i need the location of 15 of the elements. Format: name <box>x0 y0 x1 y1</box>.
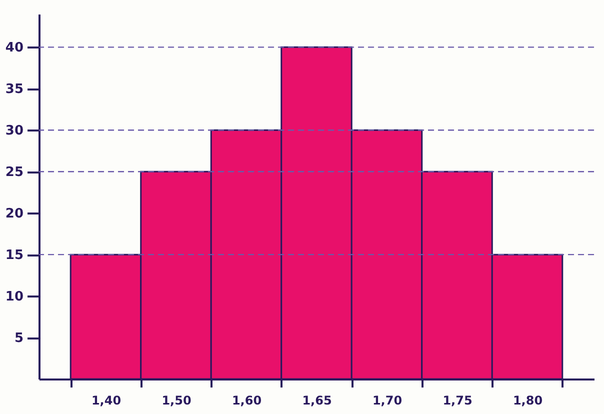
x-tick-label: 1,75 <box>442 394 472 408</box>
y-tick-label: 15 <box>5 248 24 264</box>
y-tick-label: 20 <box>5 206 24 222</box>
x-tick-label: 1,60 <box>232 394 262 408</box>
x-tick-label: 1,70 <box>372 394 402 408</box>
y-tick-label: 40 <box>5 40 24 56</box>
y-tick-label: 25 <box>5 165 24 180</box>
y-tick-label: 30 <box>5 124 24 139</box>
x-tick-label: 1,50 <box>162 394 192 408</box>
x-tick-label: 1,80 <box>512 394 543 408</box>
y-tick-label: 10 <box>5 290 24 305</box>
y-tick-label: 35 <box>5 82 24 98</box>
x-tick-label: 1,65 <box>302 394 332 408</box>
x-tick-label: 1,40 <box>91 394 122 408</box>
y-tick-label: 5 <box>14 331 24 346</box>
